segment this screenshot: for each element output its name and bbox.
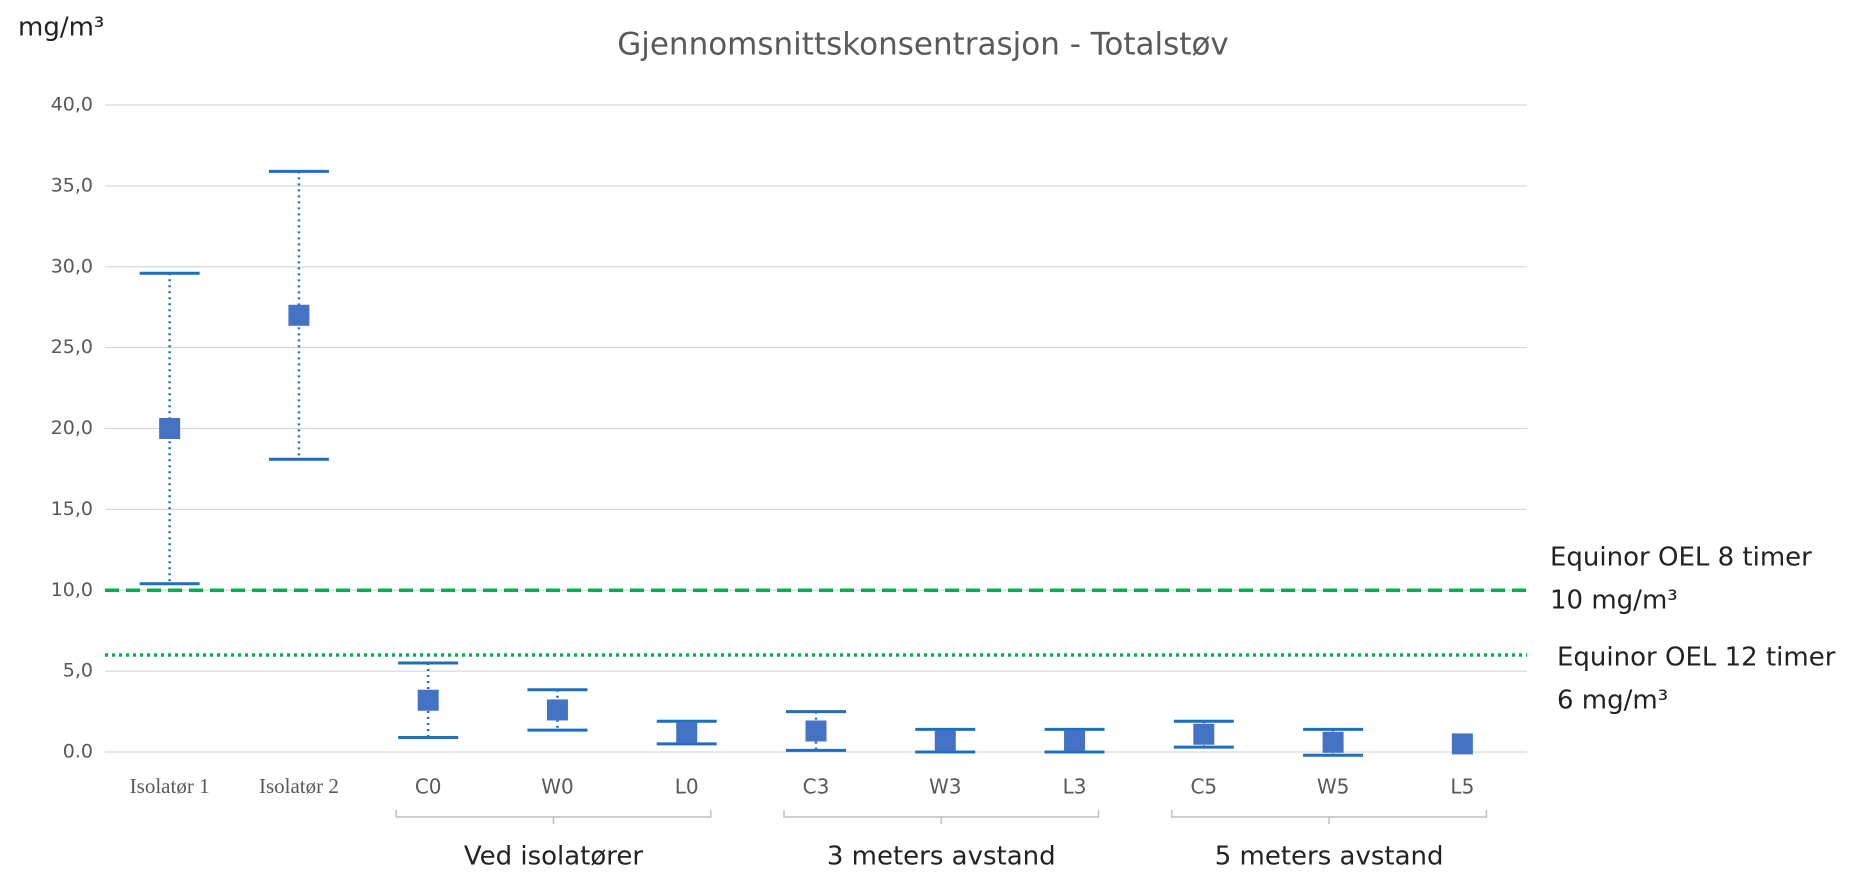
x-tick-label: W3 <box>929 775 962 799</box>
y-tick-label: 35,0 <box>51 174 93 196</box>
marker <box>288 304 310 326</box>
x-tick-label: C5 <box>1190 775 1217 799</box>
marker <box>417 689 439 711</box>
y-axis-label: mg/m³ <box>18 13 104 43</box>
group-bracket <box>395 810 712 824</box>
y-tick-label: 0.0 <box>63 741 93 763</box>
x-tick-label: L0 <box>675 775 699 799</box>
reference-label: 10 mg/m³ <box>1550 586 1678 616</box>
marker <box>676 722 698 744</box>
y-tick-label: 15,0 <box>51 498 93 520</box>
marker <box>546 699 568 721</box>
marker <box>159 418 181 439</box>
marker <box>1322 731 1344 753</box>
group-label: 5 meters avstand <box>1215 842 1444 872</box>
x-tick-label: C3 <box>803 775 830 799</box>
x-tick-label: Isolatør 1 <box>130 774 210 798</box>
group-label: 3 meters avstand <box>827 842 1056 872</box>
y-tick-label: 30,0 <box>51 255 93 277</box>
y-tick-label: 10,0 <box>51 579 93 601</box>
marker <box>805 720 827 742</box>
y-tick-label: 5,0 <box>63 660 93 682</box>
group-bracket <box>1171 810 1488 824</box>
x-tick-label: L3 <box>1063 775 1087 799</box>
x-tick-label: C0 <box>415 775 442 799</box>
reference-label: Equinor OEL 8 timer <box>1550 543 1812 573</box>
marker <box>1064 730 1086 752</box>
chart-title: Gjennomsnittskonsentrasjon - Totalstøv <box>617 27 1229 63</box>
x-tick-label: W0 <box>541 775 574 799</box>
x-tick-label: Isolatør 2 <box>259 774 339 798</box>
y-tick-label: 40,0 <box>51 94 93 116</box>
y-tick-label: 20,0 <box>51 417 93 439</box>
reference-label: Equinor OEL 12 timer <box>1557 643 1836 673</box>
reference-label: 6 mg/m³ <box>1557 686 1668 716</box>
x-tick-label: W5 <box>1317 775 1350 799</box>
group-label: Ved isolatører <box>464 842 644 872</box>
group-bracket <box>783 810 1100 824</box>
marker <box>1193 723 1215 745</box>
x-tick-label: L5 <box>1450 775 1474 799</box>
y-tick-label: 25,0 <box>51 336 93 358</box>
marker <box>934 730 956 752</box>
marker <box>1451 733 1473 755</box>
